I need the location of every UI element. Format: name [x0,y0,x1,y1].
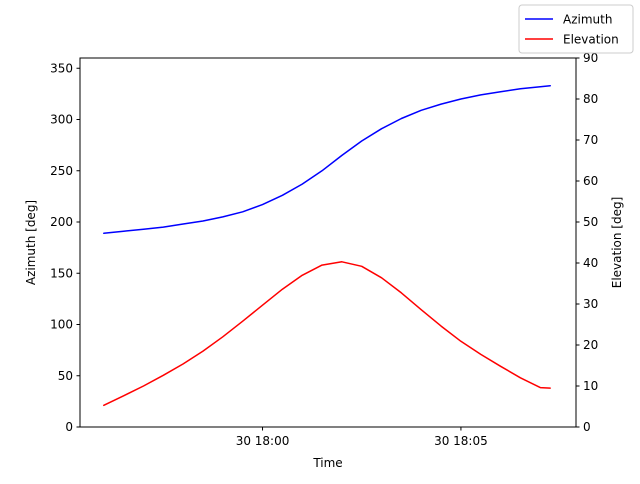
left-y-tick-label: 350 [50,61,73,75]
x-tick-label: 30 18:00 [236,434,290,448]
right-y-tick-label: 90 [583,51,598,65]
plot-frame [79,57,577,428]
left-y-tick-label: 200 [50,215,73,229]
left-y-tick-label: 50 [58,369,73,383]
left-y-tick-label: 0 [65,420,73,434]
right-y-axis: 0 10 20 30 40 50 60 70 80 90 [576,51,598,434]
x-axis: 30 18:00 30 18:05 [236,427,488,448]
left-y-tick-label: 300 [50,113,73,127]
right-y-tick-label: 0 [583,420,591,434]
legend-elevation-label: Elevation [563,33,619,47]
left-y-tick-label: 100 [50,318,73,332]
legend-frame [518,4,634,54]
left-y-axis-label: Azimuth [deg] [24,200,38,285]
right-y-tick-label: 70 [583,133,598,147]
right-y-tick-label: 50 [583,215,598,229]
right-y-axis-label: Elevation [deg] [610,197,624,289]
right-y-tick-label: 30 [583,297,598,311]
series-layer [103,84,551,407]
azimuth-series-line [103,84,551,235]
right-y-tick-label: 10 [583,379,598,393]
right-y-tick-label: 40 [583,256,598,270]
left-y-axis: 0 50 100 150 200 250 300 350 [50,61,80,434]
right-y-tick-label: 60 [583,174,598,188]
legend-azimuth-label: Azimuth [563,13,612,27]
left-y-tick-label: 150 [50,266,73,280]
right-y-tick-label: 20 [583,338,598,352]
elevation-series-line [103,261,551,407]
right-y-tick-label: 80 [583,92,598,106]
x-tick-label: 30 18:05 [434,434,488,448]
legend: Azimuth Elevation [518,4,634,54]
x-axis-label: Time [312,456,342,470]
left-y-tick-label: 250 [50,164,73,178]
